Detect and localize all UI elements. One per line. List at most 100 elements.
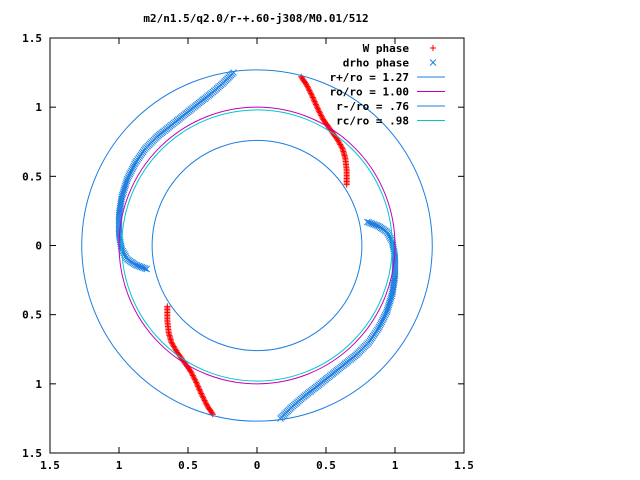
drho-phase-point [128, 165, 136, 173]
drho-phase-point [128, 167, 135, 175]
marker-stroke [380, 315, 387, 322]
marker-stroke [136, 263, 144, 270]
drho-phase-point [130, 162, 138, 170]
w-phase-point [314, 105, 321, 112]
marker-stroke [138, 263, 146, 271]
w-phase-point [205, 404, 212, 411]
marker-stroke [371, 221, 379, 229]
w-phase-point [189, 371, 196, 378]
drho-phase-point [124, 174, 132, 181]
axes: 1.5 1 0.5 0 0.5 1 1.51.510.500.511.5 [22, 32, 474, 472]
x-tick-label: 0.5 [178, 459, 198, 472]
w-phase-point [302, 80, 309, 87]
circle-series-5 [121, 109, 393, 382]
marker-stroke [133, 262, 141, 269]
drho-phase-point [127, 169, 134, 176]
chart-title: m2/n1.5/q2.0/r-+.60-j308/M0.01/512 [143, 12, 368, 25]
marker-stroke [128, 167, 135, 175]
legend-label: r-/ro = .76 [336, 100, 409, 113]
marker-stroke [375, 222, 382, 230]
drho-phase-point [364, 218, 371, 226]
legend-label: W phase [363, 42, 410, 55]
drho-phase-point [378, 318, 386, 326]
w-phase-point [338, 144, 345, 151]
w-phase-point [199, 393, 206, 400]
w-phase-point [193, 380, 200, 387]
w-phase-point [202, 398, 209, 405]
w-phase-point [312, 101, 319, 108]
drho-phase-point [377, 320, 385, 327]
x-tick-label: 1.5 [40, 459, 60, 472]
drho-phase-point [131, 160, 139, 168]
marker-stroke [127, 169, 134, 176]
w-phase-point [318, 113, 325, 120]
y-tick-label: 0 [35, 240, 42, 253]
marker-stroke [373, 222, 381, 229]
w-phase-point [306, 87, 313, 94]
w-phase-point [310, 95, 317, 102]
x-tick-label: 0 [254, 459, 261, 472]
y-tick-label: 1.5 [22, 447, 42, 460]
w-phase-point [191, 375, 198, 382]
w-phase-point [190, 373, 197, 380]
drho-phase-point [376, 321, 384, 329]
w-phase-point [308, 91, 315, 98]
marker-stroke [380, 313, 388, 321]
w-phase-point [195, 383, 202, 390]
x-tick-label: 1 [116, 459, 123, 472]
x-tick-label: 1 [392, 459, 399, 472]
drho-phase-point [365, 219, 373, 226]
w-phase-point [201, 397, 208, 404]
w-phase-point [316, 109, 323, 116]
w-phase-point [195, 384, 202, 391]
marker-stroke [376, 321, 384, 329]
w-phase-point [343, 181, 350, 188]
marker-stroke [131, 160, 139, 168]
x-tick-label: 1.5 [454, 459, 474, 472]
w-phase-point [196, 386, 203, 393]
marker-stroke [128, 165, 136, 173]
drho-phase-point [382, 310, 390, 317]
circle-series-4 [151, 139, 363, 352]
legend-label: drho phase [343, 57, 410, 70]
marker-stroke [125, 172, 133, 180]
w-phase-point [307, 90, 314, 97]
drho-phase-point [380, 313, 388, 321]
w-phase-point [192, 378, 199, 385]
y-tick-label: 0.5 [22, 309, 42, 322]
marker-stroke [135, 262, 143, 270]
w-phase-point [200, 394, 207, 401]
point-series-1 [115, 69, 399, 422]
w-phase-point [307, 88, 314, 95]
w-phase-point [198, 391, 205, 398]
w-phase-point [197, 389, 204, 396]
marker-stroke [368, 220, 376, 228]
drho-phase-point [126, 170, 134, 178]
w-phase-point [196, 387, 203, 394]
w-phase-point [314, 104, 321, 111]
marker-stroke [140, 264, 147, 272]
w-phase-point [189, 372, 196, 379]
w-phase-point [203, 401, 210, 408]
marker-stroke [381, 311, 389, 319]
w-phase-point [200, 396, 207, 403]
marker-stroke [378, 318, 386, 326]
marker-stroke [130, 162, 138, 170]
marker-stroke [124, 174, 132, 181]
y-tick-label: 1 [35, 101, 42, 114]
w-phase-point [193, 379, 200, 386]
w-phase-point [311, 97, 318, 104]
marker-stroke [132, 159, 139, 166]
y-tick-label: 1.5 [22, 32, 42, 45]
w-phase-point [194, 382, 201, 389]
w-phase-point [169, 340, 176, 347]
drho-phase-point [143, 265, 150, 273]
drho-phase-point [381, 311, 389, 319]
w-phase-point [204, 402, 211, 409]
marker-stroke [126, 170, 134, 178]
marker-stroke [370, 221, 378, 228]
w-phase-point [312, 100, 319, 107]
legend-label: r+/ro = 1.27 [330, 71, 409, 84]
